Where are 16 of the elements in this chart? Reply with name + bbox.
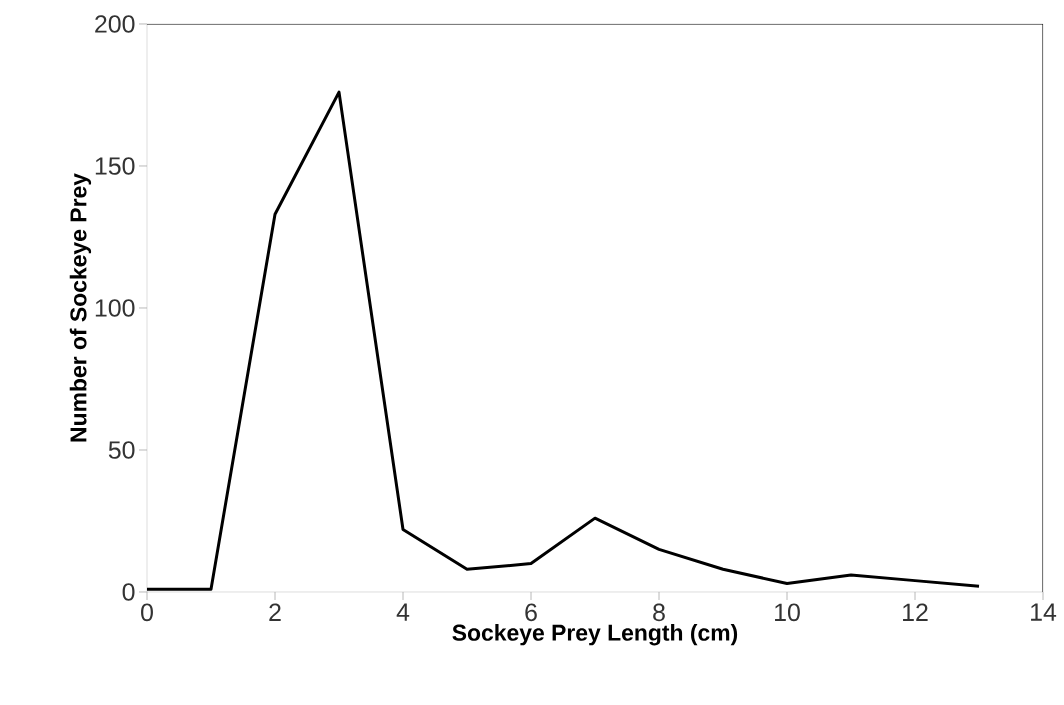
y-axis-title: Number of Sockeye Prey <box>69 173 92 442</box>
x-tick-label: 14 <box>1031 603 1057 621</box>
x-tick-label: 10 <box>775 603 800 622</box>
x-axis-title: Sockeye Prey Length (cm) <box>452 623 738 646</box>
y-tick-label: 50 <box>108 441 135 459</box>
y-tick-label: 150 <box>95 157 135 175</box>
x-tick-label: 2 <box>269 603 281 621</box>
x-tick-label: 6 <box>525 603 537 622</box>
y-tick-label: 200 <box>95 15 135 33</box>
y-tick-label: 100 <box>95 299 135 317</box>
x-tick-label: 8 <box>653 603 665 622</box>
x-tick-label: 12 <box>903 603 928 621</box>
x-tick-label: 4 <box>396 603 410 621</box>
x-tick-label: 0 <box>141 603 153 622</box>
line-series <box>147 90 981 591</box>
y-tick-label: 0 <box>122 583 135 601</box>
